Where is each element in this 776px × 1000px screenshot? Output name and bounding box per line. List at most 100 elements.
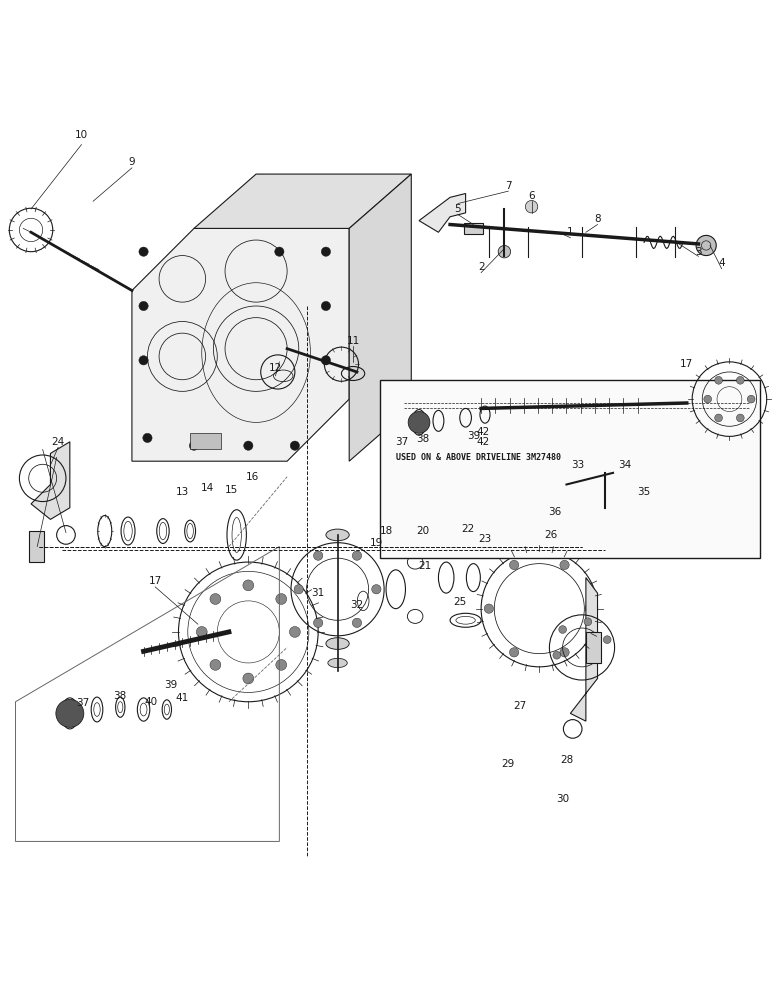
Text: 7: 7: [505, 181, 511, 191]
Text: 13: 13: [175, 487, 189, 497]
Circle shape: [143, 433, 152, 443]
Circle shape: [736, 414, 744, 422]
Ellipse shape: [326, 638, 349, 649]
Text: 35: 35: [637, 487, 651, 497]
Text: 20: 20: [417, 526, 429, 536]
Circle shape: [289, 626, 300, 637]
Text: 9: 9: [129, 157, 135, 167]
Text: 29: 29: [501, 759, 515, 769]
Circle shape: [189, 441, 199, 450]
Text: 40: 40: [145, 697, 158, 707]
Text: 22: 22: [461, 524, 475, 534]
Circle shape: [243, 580, 254, 591]
Bar: [29, 531, 44, 562]
Circle shape: [603, 636, 611, 644]
Text: 2: 2: [478, 262, 484, 272]
Circle shape: [704, 395, 712, 403]
Circle shape: [584, 618, 592, 626]
Text: 18: 18: [379, 526, 393, 536]
Text: 3: 3: [695, 247, 702, 257]
Text: 34: 34: [618, 460, 632, 470]
Circle shape: [196, 626, 207, 637]
Text: 28: 28: [559, 755, 573, 765]
Text: 24: 24: [51, 437, 65, 447]
Text: 17: 17: [680, 359, 694, 369]
Text: 17: 17: [148, 576, 162, 586]
Circle shape: [275, 247, 284, 256]
Circle shape: [736, 376, 744, 384]
Text: 38: 38: [113, 691, 127, 701]
Circle shape: [139, 356, 148, 365]
Circle shape: [321, 356, 331, 365]
Bar: [586, 632, 601, 663]
Text: 1: 1: [567, 227, 573, 237]
Circle shape: [525, 200, 538, 213]
Bar: [190, 433, 221, 449]
Circle shape: [484, 604, 494, 613]
Text: 39: 39: [466, 431, 480, 441]
Text: 42: 42: [476, 427, 490, 437]
Circle shape: [314, 618, 323, 627]
Text: 33: 33: [571, 460, 585, 470]
Text: 25: 25: [452, 597, 466, 607]
Text: 37: 37: [76, 698, 90, 708]
Bar: [464, 223, 483, 234]
Circle shape: [139, 301, 148, 311]
Text: 37: 37: [395, 437, 409, 447]
Circle shape: [715, 414, 722, 422]
Text: 39: 39: [164, 680, 178, 690]
Circle shape: [275, 659, 286, 670]
Circle shape: [553, 651, 561, 659]
Circle shape: [321, 247, 331, 256]
Text: 27: 27: [513, 701, 527, 711]
Circle shape: [139, 247, 148, 256]
Circle shape: [498, 245, 511, 258]
Ellipse shape: [327, 658, 347, 668]
Text: 4: 4: [719, 258, 725, 268]
Text: 36: 36: [548, 507, 562, 517]
Text: 42: 42: [476, 437, 490, 447]
Polygon shape: [31, 442, 70, 519]
Circle shape: [321, 301, 331, 311]
Text: 12: 12: [268, 363, 282, 373]
Circle shape: [352, 618, 362, 627]
Circle shape: [408, 412, 430, 433]
Ellipse shape: [326, 529, 349, 541]
Circle shape: [696, 235, 716, 256]
Text: 10: 10: [75, 130, 88, 140]
Text: 14: 14: [200, 483, 214, 493]
Circle shape: [352, 551, 362, 560]
Text: 11: 11: [346, 336, 360, 346]
Text: 30: 30: [556, 794, 569, 804]
Text: 19: 19: [369, 538, 383, 548]
Circle shape: [509, 560, 518, 570]
Circle shape: [559, 626, 566, 633]
Circle shape: [509, 648, 518, 657]
Circle shape: [244, 441, 253, 450]
Text: 6: 6: [528, 191, 535, 201]
Text: 23: 23: [478, 534, 492, 544]
Circle shape: [243, 673, 254, 684]
Circle shape: [294, 585, 303, 594]
Circle shape: [372, 585, 381, 594]
Text: USED ON & ABOVE DRIVELINE 3M27480: USED ON & ABOVE DRIVELINE 3M27480: [396, 453, 561, 462]
Text: 16: 16: [245, 472, 259, 482]
Circle shape: [314, 551, 323, 560]
Circle shape: [210, 594, 221, 604]
Text: 31: 31: [311, 588, 325, 598]
Circle shape: [275, 594, 286, 604]
Bar: [380, 380, 760, 558]
Circle shape: [747, 395, 755, 403]
Text: 32: 32: [350, 600, 364, 610]
Polygon shape: [419, 193, 466, 232]
Circle shape: [560, 560, 569, 570]
Text: 8: 8: [594, 214, 601, 224]
Polygon shape: [349, 174, 411, 461]
Text: 41: 41: [175, 693, 189, 703]
Text: 5: 5: [455, 204, 461, 214]
Polygon shape: [570, 578, 598, 721]
Text: 26: 26: [544, 530, 558, 540]
Text: 21: 21: [418, 561, 432, 571]
Circle shape: [290, 441, 300, 450]
Circle shape: [585, 604, 594, 613]
